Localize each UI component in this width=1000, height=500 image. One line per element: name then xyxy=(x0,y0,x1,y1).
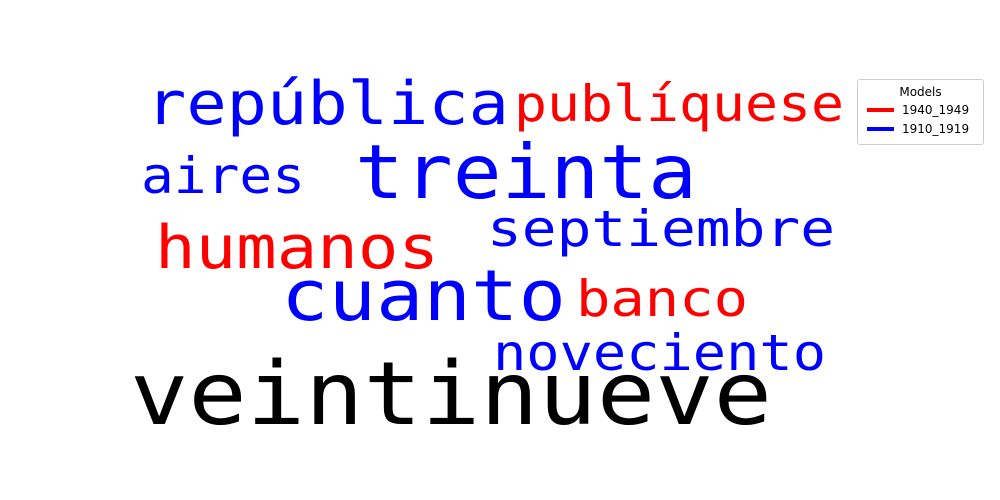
word-5: aires xyxy=(141,147,305,205)
legend-swatch-1910-1919 xyxy=(867,126,894,131)
legend-swatch-1940-1949 xyxy=(867,107,894,112)
word-8: cuanto xyxy=(281,255,566,337)
word-7: septiembre xyxy=(487,200,835,258)
word-3: publíquese xyxy=(514,75,844,133)
legend-title: Models xyxy=(899,85,942,99)
word-6: humanos xyxy=(155,213,439,283)
word-2: república xyxy=(146,69,509,139)
word-9: banco xyxy=(576,270,748,328)
legend-label-1940-1949: 1940_1949 xyxy=(902,102,970,117)
legend-entry-1910-1919: 1910_1919 xyxy=(858,119,983,138)
word-1: veintinueve xyxy=(130,343,772,445)
word-4: treinta xyxy=(355,128,697,216)
legend: Models 1940_1949 1910_1919 xyxy=(857,79,984,145)
legend-label-1910-1919: 1910_1919 xyxy=(902,121,970,136)
word-10: noveciento xyxy=(493,324,826,382)
legend-entry-1940-1949: 1940_1949 xyxy=(858,100,983,119)
